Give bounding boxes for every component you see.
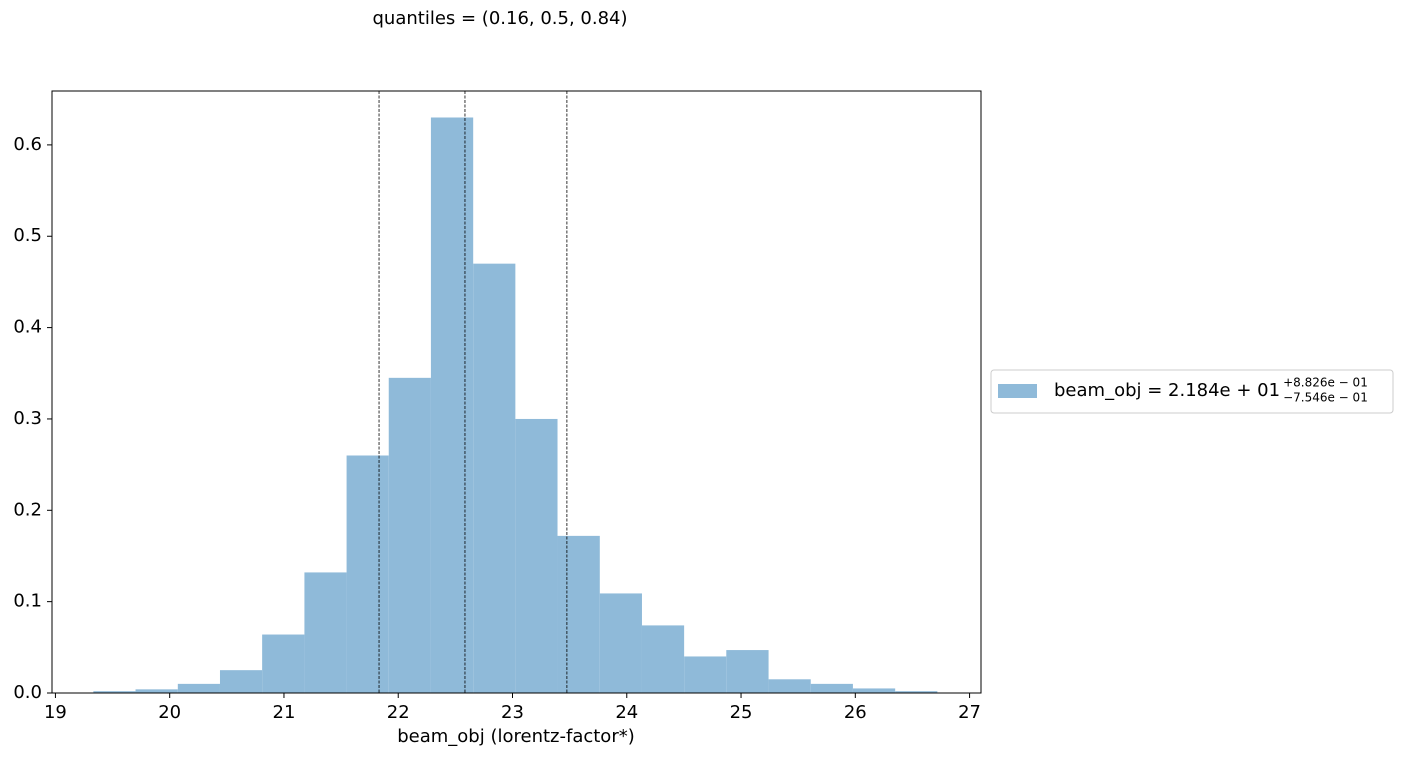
bar — [726, 650, 769, 693]
bar — [473, 263, 516, 693]
bar — [810, 683, 853, 693]
x-tick-label: 23 — [501, 702, 524, 723]
bar — [388, 377, 431, 693]
chart-title: quantiles = (0.16, 0.5, 0.84) — [372, 8, 627, 29]
plot-frame — [51, 90, 982, 694]
x-tick-label: 25 — [730, 702, 753, 723]
bar — [599, 593, 642, 693]
bar — [684, 656, 727, 693]
legend-swatch — [998, 384, 1037, 398]
bar — [515, 418, 558, 693]
x-tick-label: 20 — [158, 702, 181, 723]
x-tick-label: 21 — [273, 702, 296, 723]
bar — [304, 572, 347, 693]
bar — [768, 679, 811, 693]
bar — [177, 683, 220, 693]
legend-box — [990, 369, 1394, 414]
legend-superscript: +8.826e − 01 — [1283, 376, 1368, 390]
x-tick-label: 19 — [44, 702, 67, 723]
y-tick-label: 0.2 — [13, 499, 42, 520]
y-tick-label: 0.0 — [13, 682, 42, 703]
bar — [135, 689, 178, 693]
bar — [557, 535, 600, 693]
bar — [852, 688, 896, 693]
y-tick-label: 0.6 — [13, 134, 42, 155]
bar — [895, 691, 938, 693]
x-axis-label: beam_obj (lorentz-factor*) — [397, 726, 635, 747]
legend-subscript: −7.546e − 01 — [1283, 391, 1368, 405]
bar — [641, 625, 685, 693]
x-tick-label: 27 — [958, 702, 981, 723]
bar — [430, 117, 474, 694]
y-tick-label: 0.4 — [13, 317, 42, 338]
y-tick-label: 0.5 — [13, 225, 42, 246]
x-tick-label: 26 — [844, 702, 867, 723]
legend: beam_obj = 2.184e + 01 +8.826e − 01−7.546… — [990, 369, 1394, 414]
legend-label: beam_obj = 2.184e + 01 — [1054, 380, 1280, 401]
bar — [93, 691, 136, 693]
x-tick-label: 24 — [615, 702, 638, 723]
bar — [346, 455, 389, 693]
bar — [262, 634, 305, 693]
bar — [219, 670, 263, 693]
y-tick-label: 0.3 — [13, 408, 42, 429]
y-tick-label: 0.1 — [13, 591, 42, 612]
x-tick-label: 22 — [387, 702, 410, 723]
